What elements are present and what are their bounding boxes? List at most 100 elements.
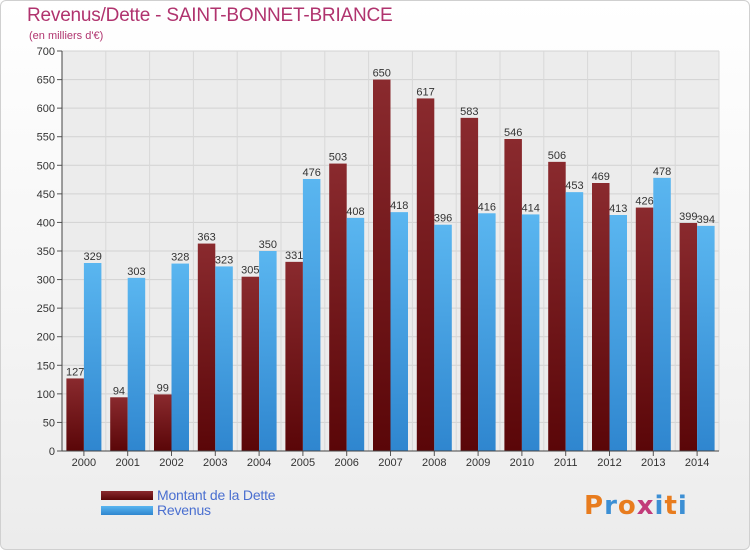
- value-label-dette: 94: [113, 385, 125, 397]
- logo-letter: t: [664, 491, 678, 521]
- bar-dette: [592, 183, 610, 451]
- x-tick-label: 2005: [291, 457, 315, 469]
- value-label-dette: 363: [197, 232, 215, 244]
- value-label-revenus: 396: [434, 213, 452, 225]
- x-tick-label: 2014: [685, 457, 709, 469]
- bar-dette: [241, 276, 260, 451]
- bar-revenus: [390, 212, 408, 451]
- bar-revenus: [346, 217, 365, 451]
- y-tick-label: 350: [37, 246, 55, 258]
- bar-revenus: [302, 179, 321, 451]
- legend-swatch-revenus: [101, 505, 153, 515]
- logo-letter: o: [617, 491, 637, 521]
- value-label-dette: 305: [241, 265, 259, 277]
- y-tick-label: 200: [37, 332, 55, 344]
- x-tick-label: 2001: [115, 457, 139, 469]
- bar-dette: [679, 223, 698, 451]
- bar-revenus: [478, 213, 496, 451]
- x-tick-label: 2012: [597, 457, 621, 469]
- x-tick-label: 2007: [378, 457, 402, 469]
- value-label-dette: 399: [679, 211, 697, 223]
- bar-dette: [460, 117, 479, 451]
- y-tick-label: 250: [37, 303, 55, 315]
- x-tick-label: 2010: [510, 457, 534, 469]
- value-label-revenus: 416: [478, 201, 496, 213]
- legend-label-revenus: Revenus: [157, 502, 211, 518]
- value-label-revenus: 323: [215, 254, 233, 266]
- value-label-dette: 650: [373, 68, 391, 80]
- y-tick-label: 650: [37, 75, 55, 87]
- value-label-dette: 506: [548, 150, 566, 162]
- bar-dette: [110, 397, 128, 451]
- chart-title: Revenus/Dette - SAINT-BONNET-BRIANCE: [27, 5, 393, 26]
- logo-letter: i: [677, 491, 688, 521]
- bar-revenus: [83, 263, 102, 451]
- value-label-revenus: 414: [521, 202, 539, 214]
- value-label-dette: 503: [329, 152, 347, 164]
- x-tick-label: 2004: [247, 457, 271, 469]
- x-tick-label: 2006: [334, 457, 358, 469]
- bar-revenus: [565, 192, 584, 451]
- bar-revenus: [434, 224, 452, 451]
- bar-dette: [416, 98, 435, 451]
- bar-dette: [548, 161, 566, 451]
- value-label-revenus: 394: [697, 214, 715, 226]
- bar-revenus: [127, 277, 146, 451]
- logo-letter: P: [584, 491, 605, 521]
- logo-letter: x: [636, 491, 655, 521]
- bar-revenus: [171, 263, 189, 451]
- value-label-dette: 99: [157, 382, 169, 394]
- x-tick-label: 2003: [203, 457, 227, 469]
- value-label-revenus: 328: [171, 252, 189, 264]
- x-tick-label: 2011: [554, 457, 578, 469]
- bar-dette: [154, 394, 172, 451]
- x-tick-label: 2002: [159, 457, 183, 469]
- x-tick-label: 2009: [466, 457, 490, 469]
- value-label-revenus: 453: [565, 180, 583, 192]
- x-tick-label: 2000: [72, 457, 96, 469]
- y-tick-label: 400: [37, 217, 55, 229]
- value-label-revenus: 478: [653, 166, 671, 178]
- bar-dette: [285, 261, 303, 451]
- bar-revenus: [259, 251, 277, 451]
- value-label-revenus: 476: [302, 167, 320, 179]
- value-label-revenus: 303: [127, 266, 145, 278]
- value-label-dette: 583: [460, 106, 478, 118]
- bar-dette: [373, 79, 391, 452]
- proxiti-logo: Proxiti: [584, 491, 688, 521]
- y-tick-label: 500: [37, 160, 55, 172]
- y-tick-label: 600: [37, 103, 55, 115]
- legend-item-revenus: Revenus: [101, 502, 211, 518]
- y-tick-label: 100: [37, 389, 55, 401]
- bar-revenus: [521, 214, 540, 451]
- y-tick-label: 450: [37, 189, 55, 201]
- legend-label-dette: Montant de la Dette: [157, 487, 276, 503]
- value-label-dette: 469: [592, 171, 610, 183]
- bar-dette: [66, 378, 84, 451]
- bar-dette: [329, 163, 347, 452]
- value-label-dette: 617: [416, 86, 434, 98]
- bar-revenus: [697, 225, 715, 451]
- logo-letter: r: [604, 491, 618, 521]
- bar-dette: [504, 139, 522, 451]
- value-label-revenus: 350: [259, 239, 277, 251]
- y-tick-label: 300: [37, 275, 55, 287]
- bar-revenus: [215, 266, 233, 451]
- bar-revenus: [609, 215, 627, 451]
- value-label-dette: 331: [285, 250, 303, 262]
- y-tick-label: 50: [43, 417, 55, 429]
- legend-swatch-dette: [101, 490, 153, 500]
- bar-dette: [197, 243, 216, 451]
- value-label-dette: 127: [66, 366, 84, 378]
- y-tick-label: 0: [49, 446, 55, 458]
- value-label-dette: 426: [635, 196, 653, 208]
- x-tick-label: 2013: [641, 457, 665, 469]
- value-label-revenus: 413: [609, 203, 627, 215]
- value-label-revenus: 418: [390, 200, 408, 212]
- y-tick-label: 550: [37, 132, 55, 144]
- bar-revenus: [653, 177, 671, 451]
- bar-dette: [635, 207, 654, 451]
- y-tick-label: 700: [37, 46, 55, 58]
